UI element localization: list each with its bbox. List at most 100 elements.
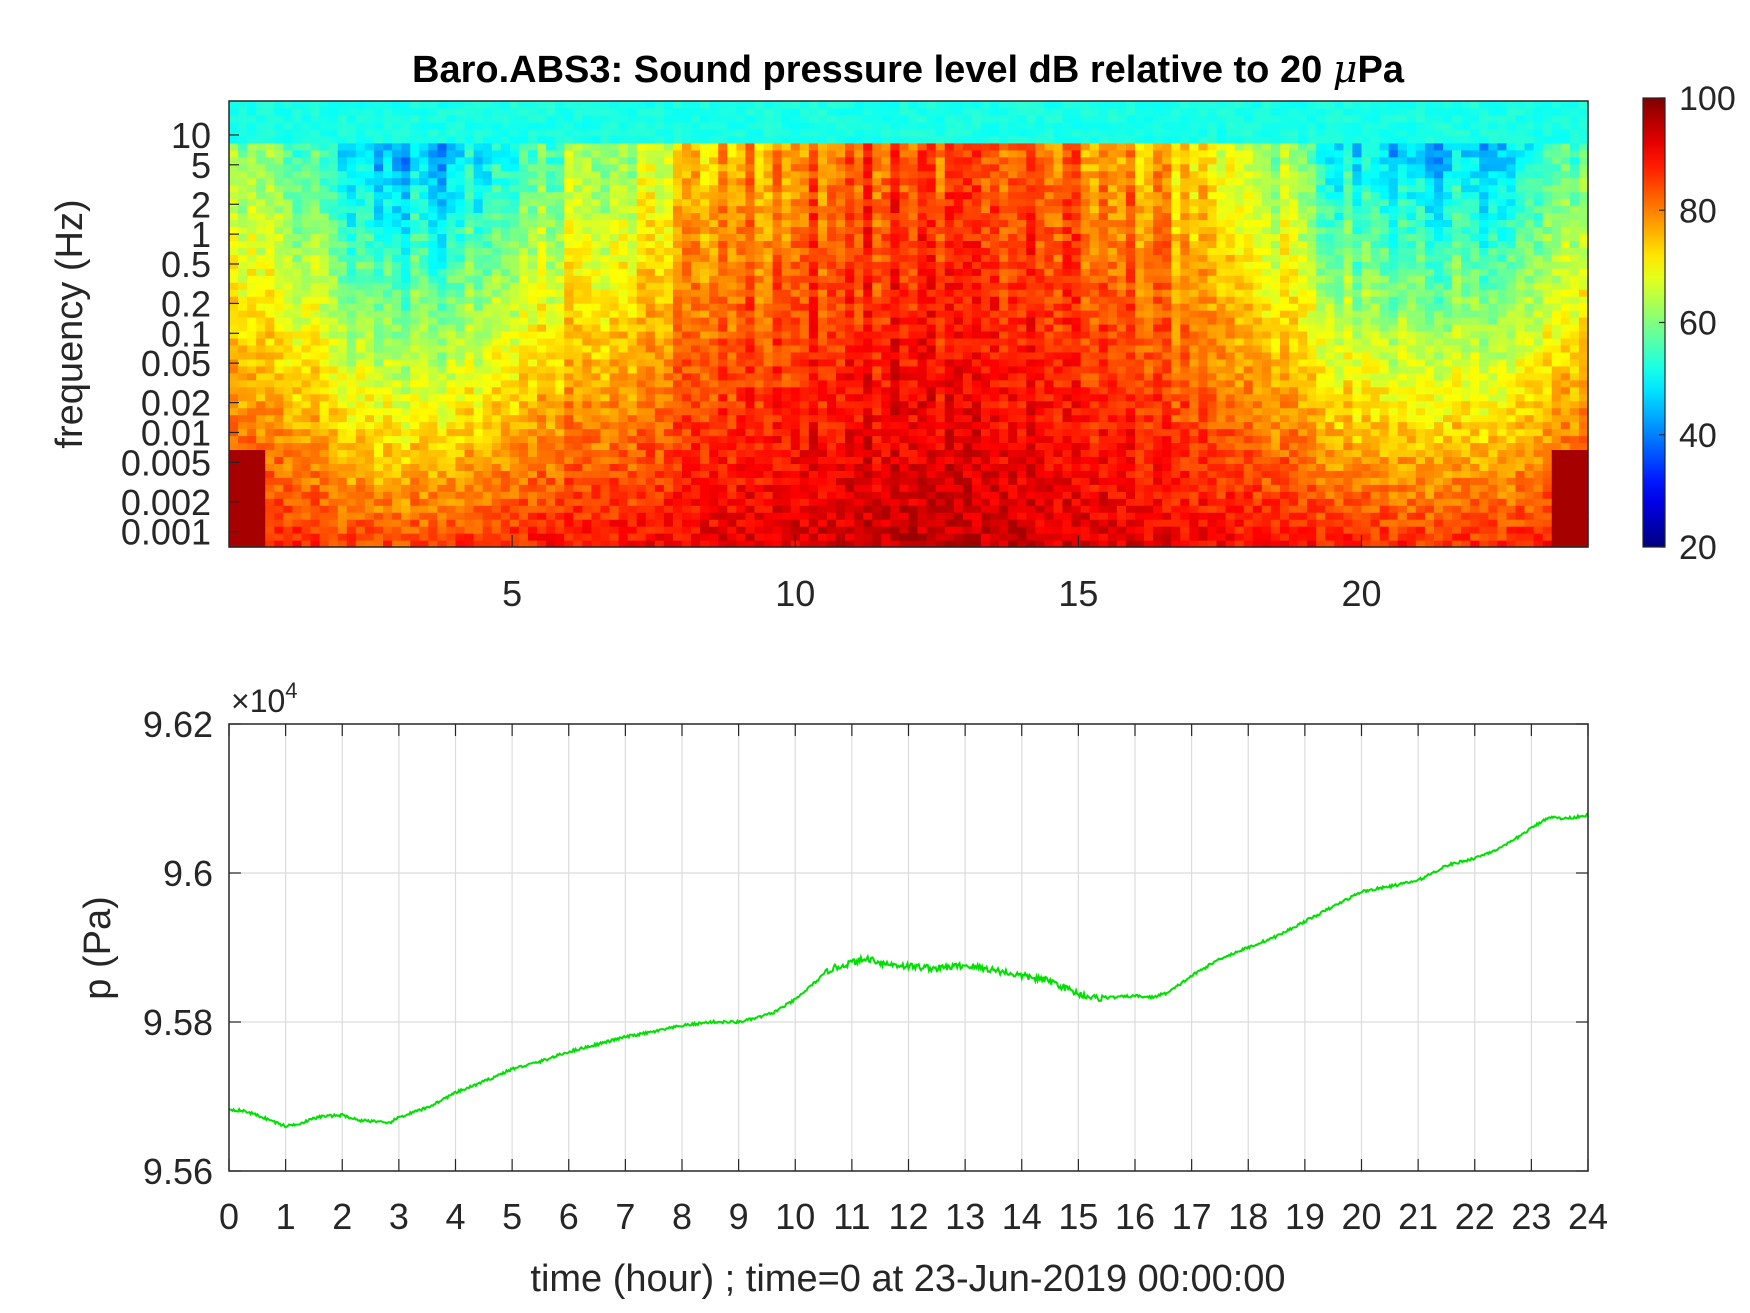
spectrogram-cell [319, 386, 330, 395]
spectrogram-cell [872, 512, 882, 520]
spectrogram-cell [908, 442, 919, 451]
spectrogram-cell [482, 289, 493, 297]
spectrogram-cell [473, 505, 484, 513]
spectrogram-cell [754, 379, 765, 388]
spectrogram-cell [917, 107, 928, 116]
spectrogram-cell [383, 156, 393, 165]
spectrogram-cell [863, 449, 873, 458]
spectrogram-cell [573, 449, 583, 458]
spectrogram-cell [482, 205, 493, 214]
spectrogram-cell [410, 261, 420, 269]
spectrogram-cell [672, 170, 683, 179]
spectrogram-cell [509, 477, 520, 485]
spectrogram-cell [464, 393, 475, 402]
spectrogram-cell [700, 393, 710, 402]
spectrogram-cell [509, 330, 520, 339]
spectrogram-cell [908, 484, 919, 492]
spectrogram-cell [727, 344, 737, 353]
spectrogram-cell [383, 421, 393, 430]
spectrogram-cell [781, 421, 792, 430]
spectrogram-cell [256, 226, 266, 235]
spectrogram-cell [537, 330, 547, 339]
spectrogram-cell [328, 407, 339, 416]
spectrogram-cell [527, 212, 538, 221]
spectrogram-cell [826, 135, 837, 144]
spectrogram-cell [609, 121, 620, 130]
spectrogram-cell [238, 449, 248, 458]
spectrogram-cell [781, 533, 792, 541]
spectrogram-cell [509, 317, 520, 325]
spectrogram-cell [645, 310, 656, 318]
spectrogram-cell [428, 317, 438, 325]
spectrogram-cell [319, 442, 330, 451]
spectrogram-cell [881, 121, 891, 130]
spectrogram-cell [256, 107, 266, 116]
spectrogram-cell [790, 310, 801, 318]
spectrogram-cell [419, 303, 429, 311]
spectrogram-cell [772, 296, 783, 304]
spectrogram-cell [854, 330, 864, 339]
spectrogram-cell [709, 107, 719, 116]
spectrogram-cell [238, 128, 248, 137]
spectrogram-cell [618, 191, 629, 200]
spectrogram-cell [672, 498, 683, 506]
spectrogram-cell [700, 121, 710, 130]
spectrogram-cell [763, 505, 774, 513]
spectrogram-cell [754, 456, 765, 464]
spectrogram-cell [727, 456, 737, 464]
spectrogram-cell [337, 330, 348, 339]
spectrogram-cell [600, 240, 611, 248]
spectrogram-cell [238, 135, 248, 144]
spectrogram-cell [600, 184, 611, 193]
spectrogram-cell [709, 191, 719, 200]
spectrogram-cell [555, 428, 565, 437]
spectrogram-cell [718, 121, 728, 130]
spectrogram-cell [845, 226, 855, 235]
spectrogram-cell [727, 330, 737, 339]
spectrogram-cell [337, 358, 348, 367]
spectrogram-cell [509, 379, 520, 388]
spectrogram-cell [337, 512, 348, 520]
spectrogram-cell [446, 121, 457, 130]
spectrogram-cell [890, 442, 901, 451]
spectrogram-cell [464, 512, 475, 520]
spectrogram-cell [654, 484, 665, 492]
spectrogram-cell [310, 184, 321, 193]
spectrogram-cell [836, 247, 846, 255]
spectrogram-cell [401, 449, 411, 458]
spectrogram-cell [645, 317, 656, 325]
spectrogram-cell [500, 240, 511, 248]
spectrogram-cell [926, 414, 937, 423]
spectrogram-cell [890, 365, 901, 374]
spectrogram-cell [799, 177, 810, 186]
spectrogram-cell [917, 191, 928, 200]
spectrogram-cell [301, 177, 312, 186]
spectrogram-cell [672, 358, 683, 367]
spectrogram-cell [256, 177, 266, 186]
spectrogram-cell [627, 121, 638, 130]
spectrogram-cell [410, 519, 420, 527]
spectrogram-cell [763, 421, 774, 430]
spectrogram-cell [364, 184, 375, 193]
spectrogram-cell [428, 205, 438, 214]
spectrogram-cell [926, 498, 937, 506]
spectrogram-cell [763, 114, 774, 123]
spectrogram-cell [446, 337, 457, 346]
spectrogram-cell [772, 282, 783, 290]
spectrogram-cell [473, 324, 484, 332]
spectrogram-cell [337, 317, 348, 325]
spectrogram-cell [799, 317, 810, 325]
spectrogram-cell [754, 149, 765, 158]
spectrogram-cell [373, 268, 384, 276]
spectrogram-cell [709, 477, 719, 485]
spectrogram-cell [582, 107, 592, 116]
spectrogram-cell [256, 344, 266, 353]
spectrogram-cell [473, 526, 484, 534]
spectrogram-cell [346, 344, 357, 353]
spectrogram-cell [464, 156, 475, 165]
spectrogram-cell [808, 421, 819, 430]
spectrogram-cell [691, 477, 701, 485]
spectrogram-cell [337, 526, 348, 534]
spectrogram-cell [672, 519, 683, 527]
spectrogram-cell [527, 261, 538, 269]
